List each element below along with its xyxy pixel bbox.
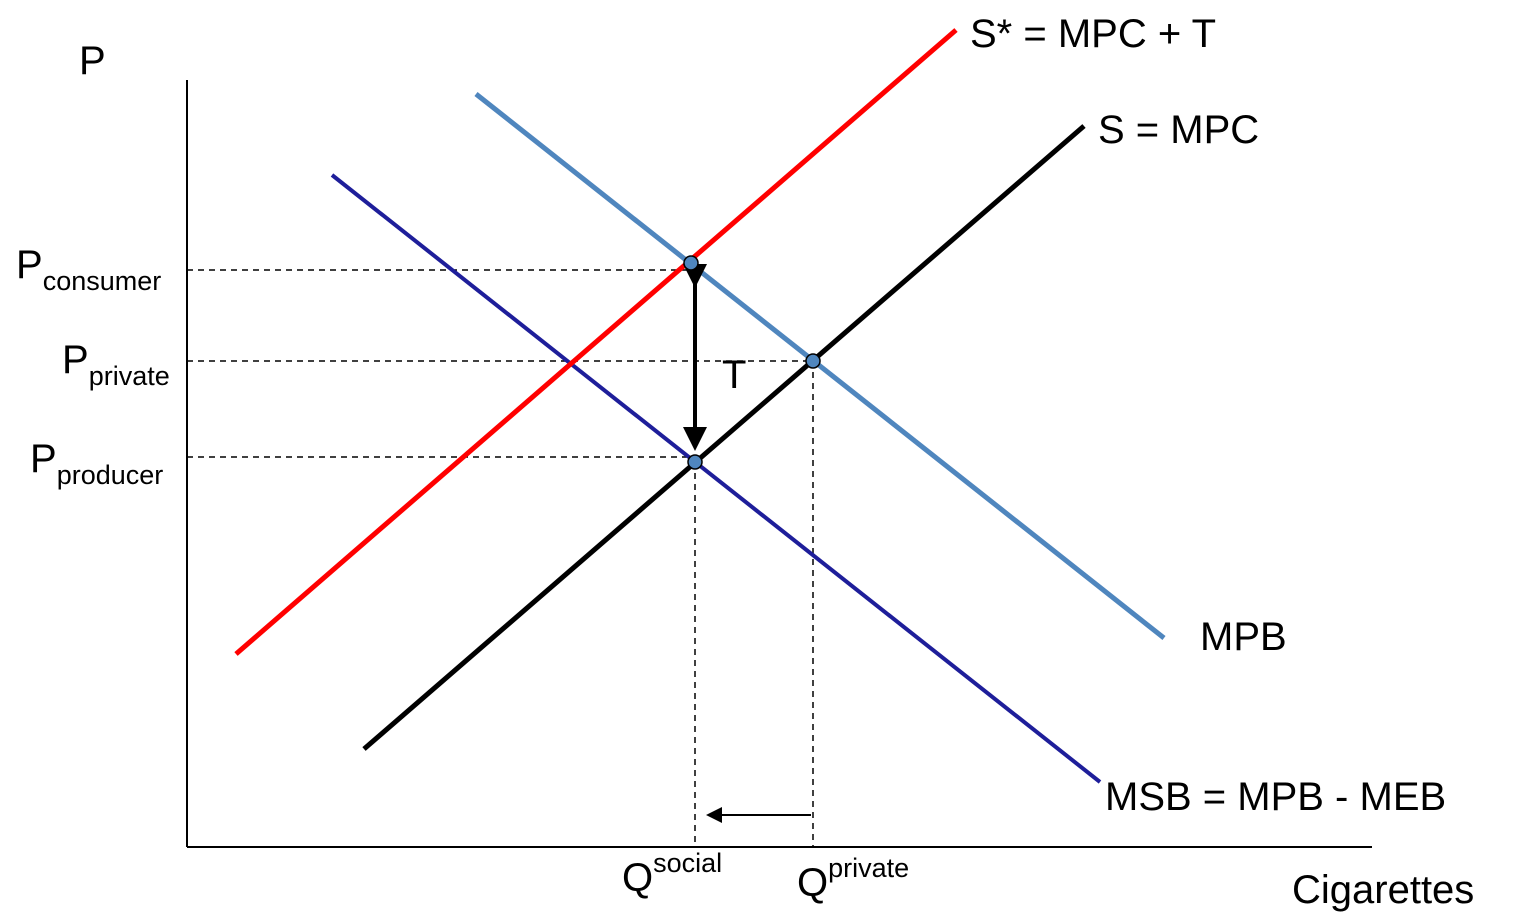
- q-social-label: Qsocial: [622, 848, 722, 900]
- mpb-curve: [474, 92, 1166, 640]
- q-private-label: Qprivate: [797, 853, 909, 905]
- producer-price-point: [687, 454, 703, 470]
- msb-curve: [330, 173, 1102, 784]
- mpb-label: MPB: [1200, 615, 1287, 659]
- s-label: S = MPC: [1098, 108, 1259, 152]
- s-star-label: S* = MPC + T: [970, 12, 1216, 56]
- x-axis-label: Cigarettes: [1292, 868, 1474, 912]
- p-producer-label: Pproducer: [30, 437, 163, 490]
- s-curve: [362, 124, 1086, 751]
- p-private-label: Pprivate: [62, 338, 170, 391]
- guide-lines: [187, 269, 814, 847]
- y-axis-label: P: [79, 39, 106, 83]
- consumer-price-point: [683, 255, 699, 271]
- tax-label: T: [722, 353, 746, 397]
- msb-label: MSB = MPB - MEB: [1105, 775, 1446, 819]
- private-equilibrium-point: [805, 353, 821, 369]
- p-consumer-label: Pconsumer: [16, 243, 161, 296]
- s-star-curve: [234, 28, 958, 656]
